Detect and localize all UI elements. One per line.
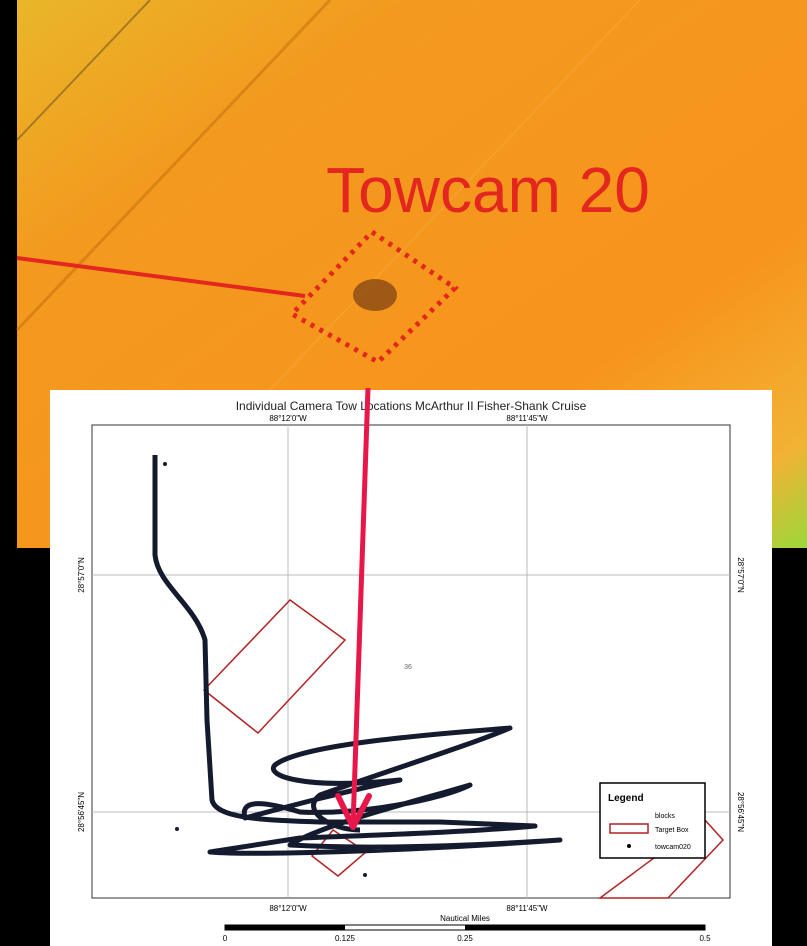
map-label: Towcam 20 [326, 154, 650, 226]
graticule-label: 28°57'0"N [77, 557, 86, 593]
legend-item: blocks [655, 813, 675, 820]
graticule-label: 28°57'0"N [736, 557, 745, 593]
legend-box [599, 782, 706, 859]
scale-label: 0.25 [457, 934, 473, 943]
graticule-label: 88°11'45"W [506, 904, 548, 913]
target-box-dotted [287, 228, 459, 366]
legend-item: Target Box [655, 827, 689, 834]
scale-label: 0.5 [699, 934, 711, 943]
survey-line [15, 0, 332, 332]
scale-label: 0.125 [335, 934, 356, 943]
pointer-arrow [350, 387, 371, 827]
graticule-label: 28°56'45"N [77, 792, 86, 832]
legend-item: towcam020 [655, 844, 691, 851]
track-point [175, 827, 179, 831]
legend-swatch [609, 823, 649, 834]
scale-segment [465, 925, 705, 930]
legend-title: Legend [608, 793, 644, 804]
map-frame [91, 424, 731, 899]
scale-label: 0 [223, 934, 228, 943]
graticule-label: 28°56'45"N [736, 792, 745, 832]
target-box [597, 818, 725, 899]
tow-line [16, 256, 306, 298]
mound [353, 279, 397, 311]
target-box [202, 599, 347, 735]
scale-segment [225, 925, 345, 930]
graticule-label: 88°12'0"W [269, 414, 307, 423]
graticule-label: 88°12'0"W [269, 904, 307, 913]
chart-title: Individual Camera Tow Locations McArthur… [236, 399, 587, 413]
scale-title: Nautical Miles [440, 914, 490, 923]
survey-line [16, 0, 151, 141]
track-point [363, 873, 367, 877]
track-point [163, 462, 167, 466]
tow-track [152, 455, 563, 856]
graticule-label: 88°11'45"W [506, 414, 548, 423]
block-label: 36 [404, 664, 412, 671]
arrow-head [335, 793, 372, 830]
legend-swatch [627, 844, 631, 848]
